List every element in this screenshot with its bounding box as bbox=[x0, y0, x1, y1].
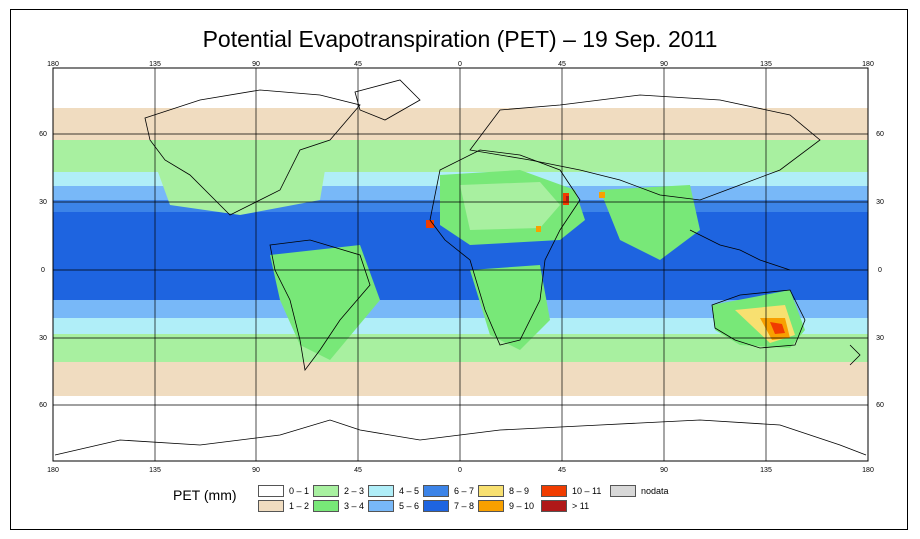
bottom-lon-label: 45 bbox=[558, 467, 566, 474]
left-lat-label: 0 bbox=[41, 267, 45, 274]
hotspot-horn bbox=[536, 226, 541, 232]
region-north-america bbox=[150, 140, 330, 215]
map-border bbox=[52, 67, 869, 462]
legend-swatch bbox=[478, 500, 504, 512]
legend-swatch bbox=[368, 500, 394, 512]
top-lon-label: 135 bbox=[760, 61, 772, 68]
right-lat-label: 60 bbox=[876, 402, 884, 409]
top-lon-label: 180 bbox=[862, 61, 874, 68]
hotspot-red-sea-max bbox=[566, 196, 569, 201]
coast-south-america bbox=[269, 239, 371, 371]
top-lon-label: 90 bbox=[660, 61, 668, 68]
bottom-lon-label: 90 bbox=[252, 467, 260, 474]
map-title: Potential Evapotranspiration (PET) – 19 … bbox=[202, 26, 718, 52]
figure-frame bbox=[10, 9, 908, 530]
legend-label: 0 – 1 bbox=[289, 486, 310, 496]
legend-swatch bbox=[541, 485, 567, 497]
top-lon-label: 45 bbox=[558, 61, 566, 68]
legend-swatch bbox=[258, 500, 284, 512]
legend-swatch bbox=[313, 485, 339, 497]
region-south-asia bbox=[600, 185, 700, 260]
legend-swatch bbox=[368, 485, 394, 497]
bottom-lon-label: 0 bbox=[458, 467, 462, 474]
right-lat-labels: 60 30 0 30 60 bbox=[876, 131, 884, 409]
pet-field bbox=[53, 68, 868, 461]
legend-label: 10 – 11 bbox=[572, 486, 602, 496]
legend-label: 2 – 3 bbox=[344, 486, 365, 496]
top-lon-label: 135 bbox=[149, 61, 161, 68]
coast-australia bbox=[711, 289, 806, 349]
legend-swatch bbox=[258, 485, 284, 497]
bottom-lon-label: 90 bbox=[660, 467, 668, 474]
right-lat-label: 60 bbox=[876, 131, 884, 138]
legend-swatch bbox=[610, 485, 636, 497]
coast-indonesia bbox=[689, 229, 791, 271]
bottom-lon-label: 180 bbox=[862, 467, 874, 474]
legend-label: 4 – 5 bbox=[399, 486, 420, 496]
legend-label: 5 – 6 bbox=[399, 501, 420, 511]
legend-label: 9 – 10 bbox=[509, 501, 535, 511]
legend-swatch bbox=[313, 500, 339, 512]
legend-label: nodata bbox=[641, 486, 669, 496]
legend-swatch bbox=[541, 500, 567, 512]
legend-swatch bbox=[423, 500, 449, 512]
legend-title: PET (mm) bbox=[173, 487, 237, 503]
legend-label: 7 – 8 bbox=[454, 501, 475, 511]
left-lat-labels: 60 30 0 30 60 bbox=[39, 131, 47, 409]
left-lat-label: 30 bbox=[39, 199, 47, 206]
band-south-tan bbox=[53, 362, 868, 396]
left-lat-label: 60 bbox=[39, 131, 47, 138]
top-lon-label: 0 bbox=[458, 61, 462, 68]
left-lat-label: 30 bbox=[39, 335, 47, 342]
hotspot-gulf bbox=[599, 192, 605, 198]
top-lon-labels: 180 135 90 45 0 45 90 135 180 bbox=[47, 61, 874, 68]
top-lon-label: 180 bbox=[47, 61, 59, 68]
right-lat-label: 30 bbox=[876, 199, 884, 206]
legend-swatch bbox=[478, 485, 504, 497]
right-lat-label: 0 bbox=[878, 267, 882, 274]
coastlines bbox=[54, 79, 867, 456]
top-lon-label: 90 bbox=[252, 61, 260, 68]
bottom-lon-label: 180 bbox=[47, 467, 59, 474]
coast-eurasia bbox=[469, 94, 821, 201]
graticule bbox=[53, 68, 868, 461]
region-southern-africa bbox=[470, 265, 550, 350]
coast-africa bbox=[429, 149, 581, 346]
legend-label: 3 – 4 bbox=[344, 501, 365, 511]
top-lon-label: 45 bbox=[354, 61, 362, 68]
region-antarctica bbox=[53, 405, 868, 461]
region-sahara bbox=[460, 182, 560, 230]
bottom-lon-label: 45 bbox=[354, 467, 362, 474]
bottom-lon-label: 135 bbox=[149, 467, 161, 474]
region-australia-hottest bbox=[770, 322, 785, 334]
bottom-lon-labels: 180 135 90 45 0 45 90 135 180 bbox=[47, 467, 874, 474]
coast-new-zealand bbox=[849, 344, 861, 366]
coast-north-america bbox=[144, 89, 361, 216]
legend-label: > 11 bbox=[572, 501, 590, 511]
legend-label: 8 – 9 bbox=[509, 486, 530, 496]
coast-antarctica bbox=[54, 419, 867, 456]
legend-label: 6 – 7 bbox=[454, 486, 475, 496]
coast-greenland bbox=[354, 79, 421, 121]
bottom-lon-label: 135 bbox=[760, 467, 772, 474]
legend-swatch bbox=[423, 485, 449, 497]
hotspot-west-africa bbox=[426, 220, 434, 228]
legend-label: 1 – 2 bbox=[289, 501, 310, 511]
right-lat-label: 30 bbox=[876, 335, 884, 342]
left-lat-label: 60 bbox=[39, 402, 47, 409]
